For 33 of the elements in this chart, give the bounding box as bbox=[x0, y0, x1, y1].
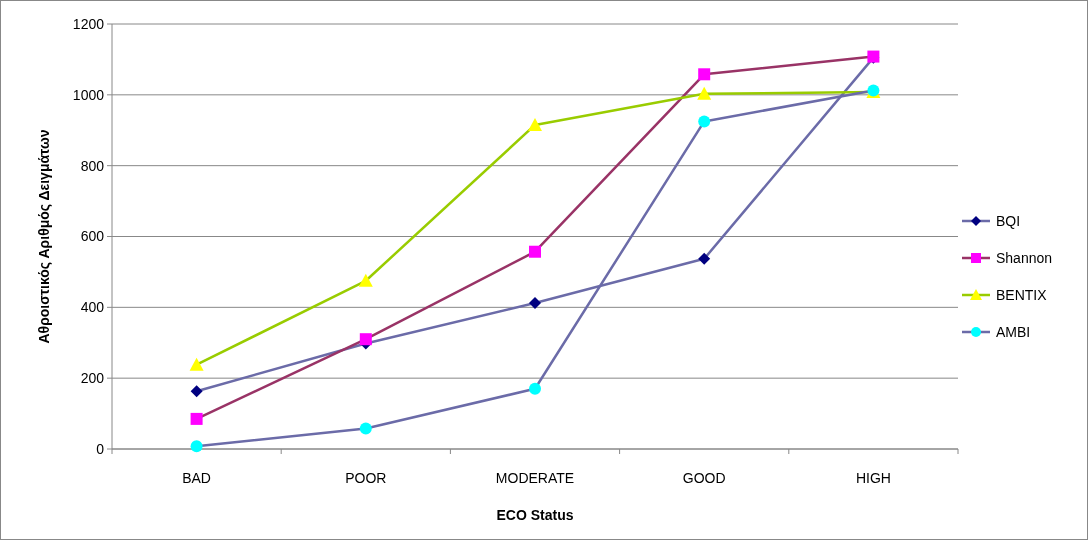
x-tick-label: GOOD bbox=[682, 470, 726, 486]
y-tick-label: 600 bbox=[80, 228, 105, 245]
x-axis-title: ECO Status bbox=[496, 507, 574, 523]
legend-label: BQI bbox=[996, 212, 1021, 229]
point bbox=[359, 333, 372, 346]
y-tick-label: 1000 bbox=[72, 86, 105, 103]
point bbox=[529, 297, 541, 310]
point bbox=[697, 86, 712, 100]
point bbox=[529, 245, 541, 258]
y-tick-label: 400 bbox=[80, 299, 105, 316]
y-tick-label: 0 bbox=[96, 440, 105, 457]
legend-label: AMBI bbox=[996, 323, 1031, 340]
point bbox=[190, 412, 203, 425]
x-tick-label: BAD bbox=[182, 470, 211, 486]
y-tick-label: 800 bbox=[80, 157, 105, 174]
point bbox=[359, 422, 372, 435]
legend-label: BENTIX bbox=[996, 286, 1048, 303]
point bbox=[698, 252, 711, 265]
y-tick-label: 1200 bbox=[72, 15, 105, 32]
point bbox=[358, 273, 373, 287]
legend-label: Shannon bbox=[996, 249, 1053, 266]
point bbox=[190, 385, 203, 398]
x-tick-label: POOR bbox=[345, 470, 387, 486]
point bbox=[698, 68, 711, 81]
y-tick-label: 200 bbox=[80, 370, 105, 387]
point bbox=[189, 357, 204, 371]
point bbox=[528, 117, 542, 131]
x-tick-label: HIGH bbox=[855, 470, 891, 486]
point bbox=[190, 440, 203, 453]
x-tick-label: MODERATE bbox=[495, 470, 575, 486]
y-axis-title: Αθροιστικός Αριθμός Δειγμάτων bbox=[36, 129, 52, 344]
point bbox=[529, 382, 541, 395]
point bbox=[698, 115, 711, 128]
